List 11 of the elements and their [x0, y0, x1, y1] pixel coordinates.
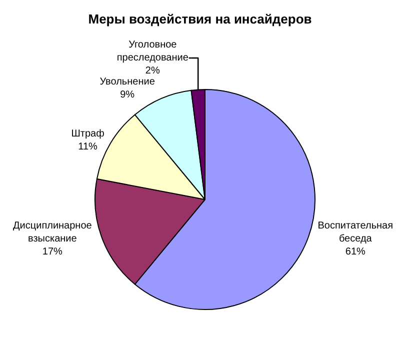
slice-label: Дисциплинарное взыскание	[13, 220, 92, 244]
slice-label: Воспитательная беседа	[318, 220, 394, 244]
chart-title: Меры воздействия на инсайдеров	[88, 11, 312, 26]
data-label: 17%	[42, 246, 63, 258]
data-label: 11%	[78, 141, 98, 152]
data-label: 61%	[345, 246, 366, 258]
slice-label: Увольнение	[100, 76, 156, 88]
data-label: 9%	[120, 89, 135, 100]
slice-label: Штраф	[71, 128, 104, 140]
data-label: 2%	[145, 65, 160, 76]
slice-label: Уголовное преследование	[116, 39, 189, 64]
